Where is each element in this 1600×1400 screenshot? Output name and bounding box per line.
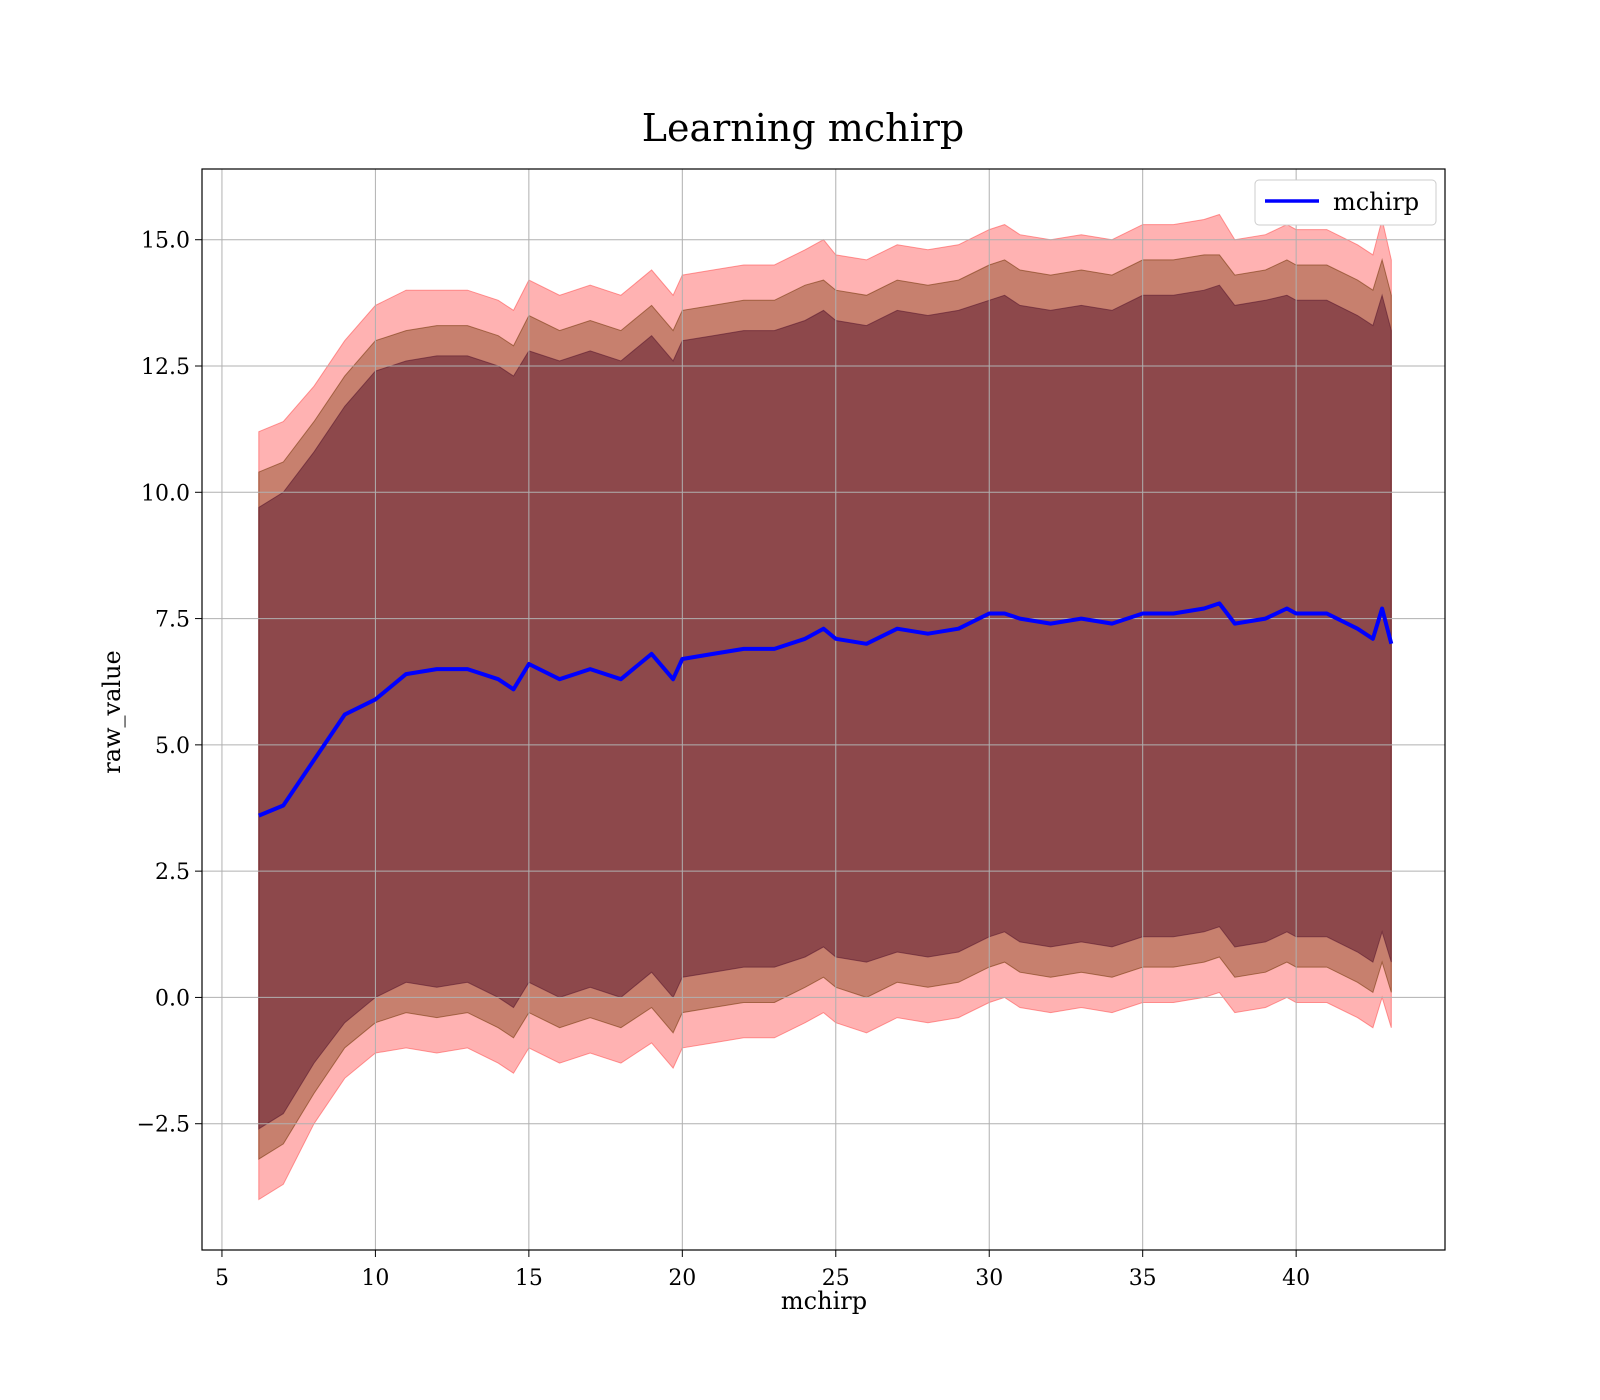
y-tick-label: 10.0 — [141, 481, 190, 506]
legend-label: mchirp — [1333, 188, 1419, 216]
series-line-mchirp — [258, 601, 1394, 818]
plot-area — [201, 168, 1446, 1251]
x-tick-label: 10 — [361, 1266, 389, 1291]
series-lines — [258, 601, 1394, 818]
x-axis-label: mchirp — [781, 1287, 867, 1315]
legend-box — [1254, 179, 1437, 226]
y-axis-ticks: −2.5 0.0 2.5 5.0 7.5 10.0 12.5 15.0 — [137, 229, 202, 1138]
x-tick-label: 5 — [215, 1266, 229, 1291]
x-tick-label: 30 — [975, 1266, 1003, 1291]
x-axis-ticks: 5 10 15 20 25 30 35 40 — [215, 1250, 1310, 1291]
x-tick-label: 35 — [1129, 1266, 1157, 1291]
x-tick-label: 20 — [668, 1266, 696, 1291]
y-tick-label: 15.0 — [141, 229, 190, 254]
y-tick-label: 5.0 — [155, 734, 190, 759]
grid — [202, 169, 1445, 1250]
x-tick-label: 40 — [1282, 1266, 1310, 1291]
x-tick-label: 25 — [822, 1266, 850, 1291]
y-tick-label: 7.5 — [155, 608, 190, 633]
y-tick-label: 2.5 — [155, 860, 190, 885]
chart-title: Learning mchirp — [642, 106, 964, 150]
confidence-bands — [258, 213, 1392, 1201]
legend: mchirp — [1254, 179, 1437, 226]
x-tick-label: 15 — [515, 1266, 543, 1291]
y-tick-label: 0.0 — [155, 986, 190, 1011]
plot-frame — [201, 168, 1446, 1251]
y-tick-label: −2.5 — [137, 1113, 190, 1138]
y-tick-label: 12.5 — [141, 355, 190, 380]
y-axis-label: raw_value — [98, 650, 126, 774]
band-inner — [258, 284, 1392, 1130]
